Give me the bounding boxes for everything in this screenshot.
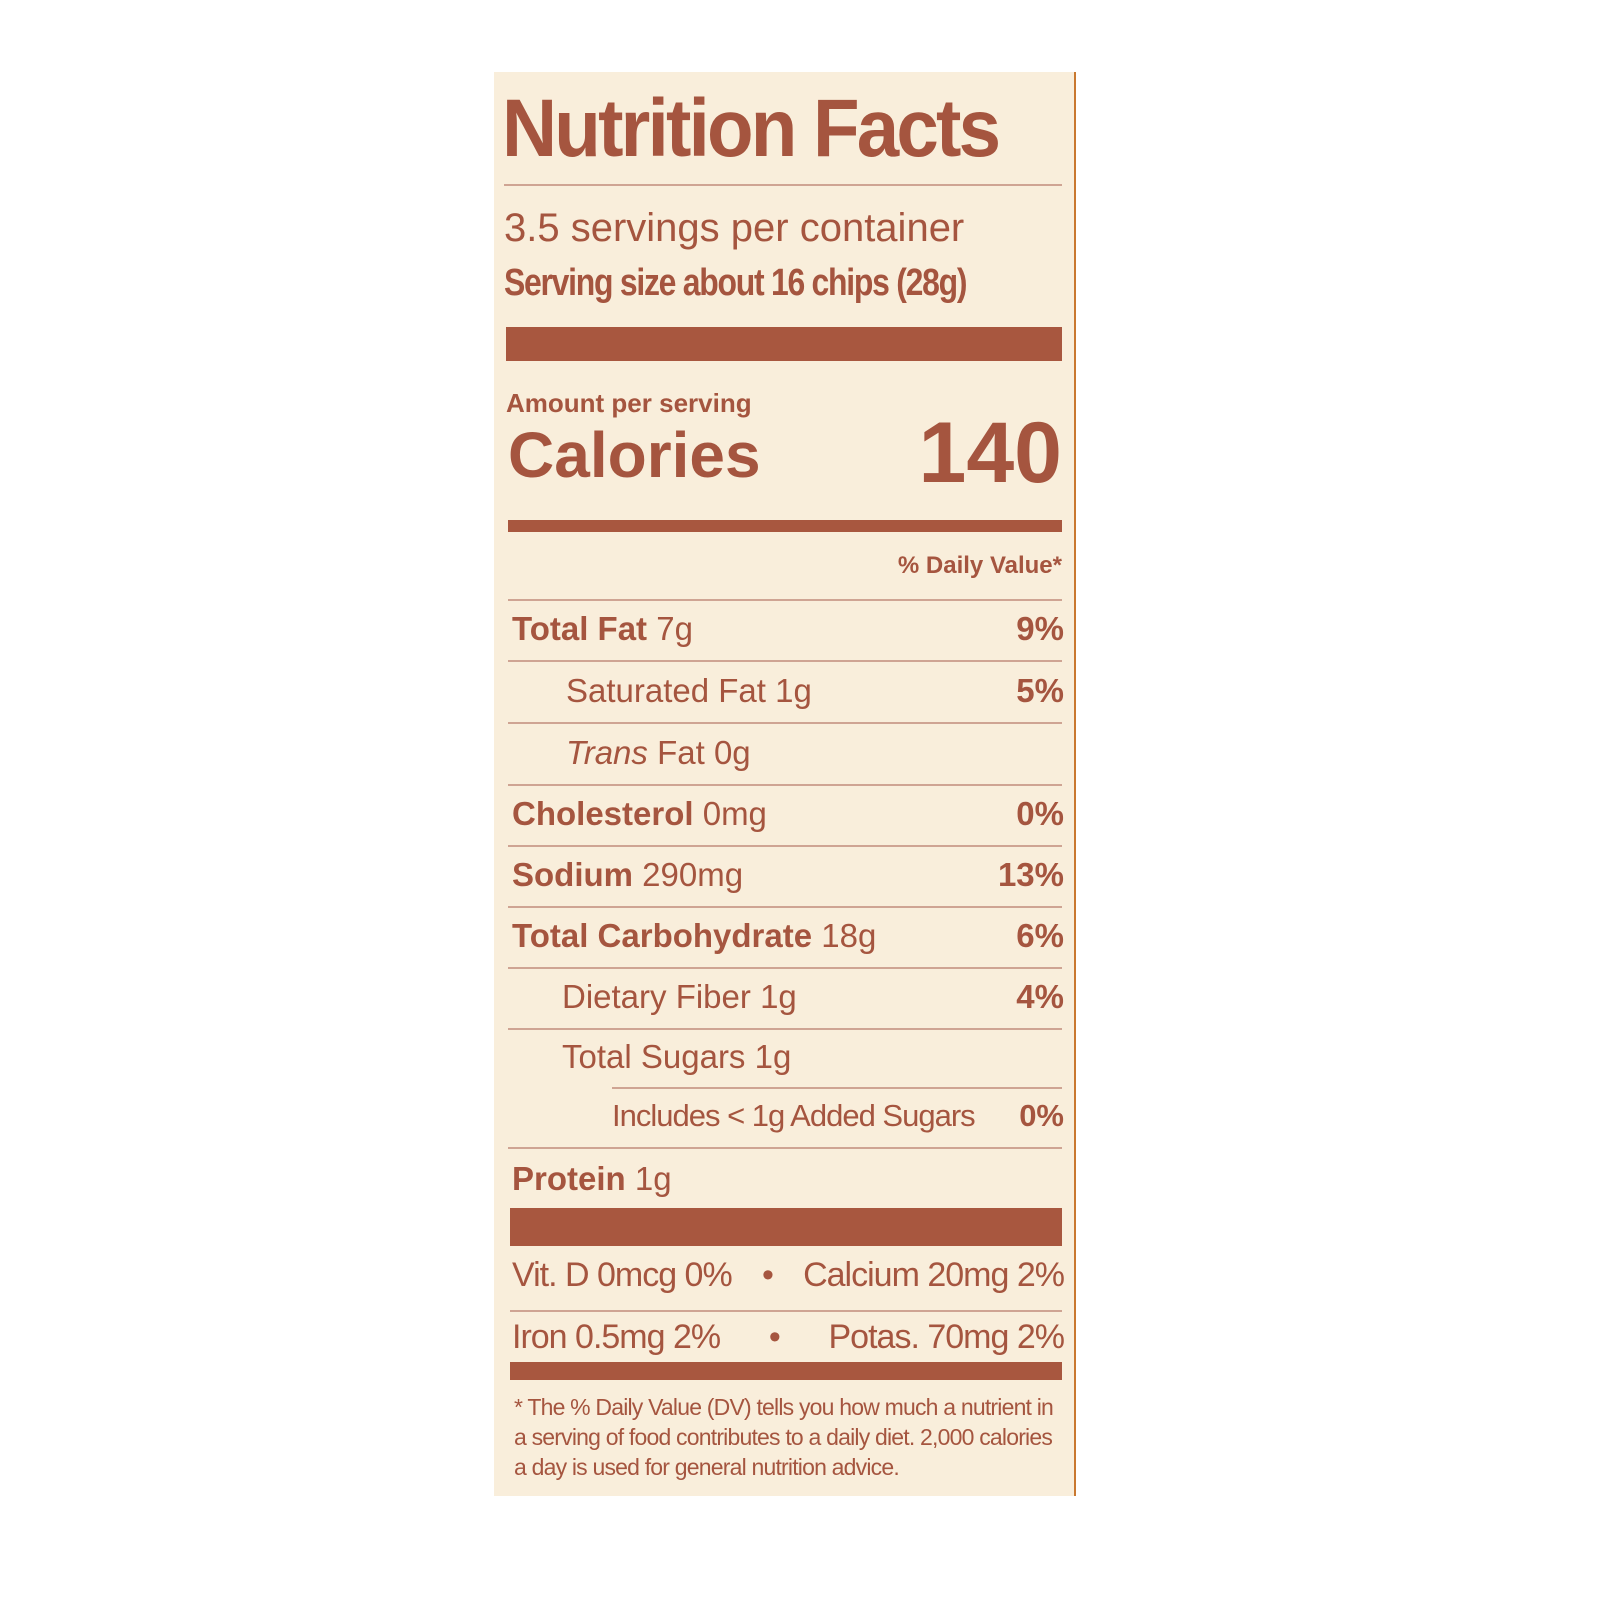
nutrient-row-added-sugars: Includes < 1g Added Sugars 0% [512,1098,1064,1134]
medium-divider [510,1362,1062,1380]
serving-size: Serving size about 16 chips (28g) [504,262,968,305]
nutrient-row-sodium: Sodium 290mg 13% [512,856,1064,894]
divider [508,599,1062,601]
footnote: * The % Daily Value (DV) tells you how m… [514,1394,1054,1480]
nutrient-row-total-fat: Total Fat 7g 9% [512,610,1064,648]
nutrient-row-total-sugars: Total Sugars 1g [512,1038,1064,1076]
serving-size-value: about 16 chips (28g) [682,262,968,304]
nutrient-name: Includes < 1g Added Sugars [612,1098,976,1133]
nutrient-dv: 0% [1019,1098,1064,1133]
divider [508,967,1062,969]
divider [508,906,1062,908]
nutrient-amount: 1g [775,672,812,709]
nutrient-row-dietary-fiber: Dietary Fiber 1g 4% [512,978,1064,1016]
nutrient-row-cholesterol: Cholesterol 0mg 0% [512,795,1064,833]
divider [504,184,1062,186]
thick-divider [510,1208,1062,1246]
nutrient-name: Trans [566,734,648,771]
title: Nutrition Facts [502,83,1001,174]
calories-row: Calories 140 [508,405,1062,501]
nutrient-amount: 0mg [702,795,767,832]
serving-size-label: Serving size [504,262,676,304]
daily-value-header: % Daily Value* [897,552,1062,579]
divider [508,660,1062,662]
nutrient-amount: 290mg [642,856,744,893]
micronutrient-left: Vit. D 0mcg 0% [512,1256,733,1294]
divider [508,1028,1062,1030]
nutrient-dv: 9% [1016,610,1064,647]
divider [510,1310,1062,1312]
nutrient-amount: 18g [821,917,877,954]
nutrient-name: Sodium [512,856,633,893]
micronutrient-right: Calcium 20mg 2% [803,1256,1065,1294]
nutrient-dv: 13% [997,856,1064,893]
calories-label: Calories [508,419,761,491]
medium-divider [508,520,1062,532]
nutrient-name: Protein [512,1160,626,1197]
nutrient-row-saturated-fat: Saturated Fat 1g 5% [512,672,1064,710]
nutrient-name: Dietary Fiber [562,978,751,1015]
servings-per-container: 3.5 servings per container [504,206,965,250]
nutrient-name: Total Sugars [562,1038,746,1075]
divider [508,722,1062,724]
nutrition-facts-panel: Nutrition Facts 3.5 servings per contain… [494,72,1076,1496]
nutrient-name: Saturated Fat [566,672,766,709]
nutrient-name-suffix: Fat [657,734,705,771]
micronutrient-right: Potas. 70mg 2% [828,1318,1065,1356]
divider [508,1147,1062,1149]
nutrient-name: Total Carbohydrate [512,917,813,954]
nutrient-amount: 0g [713,734,751,771]
micronutrient-row: Iron 0.5mg 2% • Potas. 70mg 2% [512,1318,1065,1357]
nutrient-amount: 1g [634,1160,672,1197]
nutrient-amount: 7g [656,610,693,647]
divider [508,784,1062,786]
thick-divider [506,327,1062,361]
micronutrient-left: Iron 0.5mg 2% [512,1318,721,1356]
nutrient-row-trans-fat: Trans Fat 0g [512,734,1064,772]
divider [508,845,1062,847]
nutrient-dv: 5% [1016,672,1064,709]
separator-dot: • [761,1256,774,1294]
nutrient-dv: 0% [1016,795,1064,832]
nutrient-amount: 1g [760,978,797,1015]
nutrient-row-protein: Protein 1g [512,1160,1064,1198]
amount-per-serving: Amount per serving [506,388,752,418]
micronutrient-row: Vit. D 0mcg 0% • Calcium 20mg 2% [512,1256,1065,1295]
nutrient-name: Total Fat [512,610,648,647]
nutrient-dv: 4% [1016,978,1064,1015]
nutrient-row-total-carbohydrate: Total Carbohydrate 18g 6% [512,917,1064,955]
divider [612,1087,1062,1089]
calories-value: 140 [918,405,1063,501]
nutrient-name: Cholesterol [512,795,694,832]
separator-dot: • [768,1318,781,1356]
nutrient-amount: 1g [754,1038,792,1075]
nutrient-dv: 6% [1016,917,1064,954]
